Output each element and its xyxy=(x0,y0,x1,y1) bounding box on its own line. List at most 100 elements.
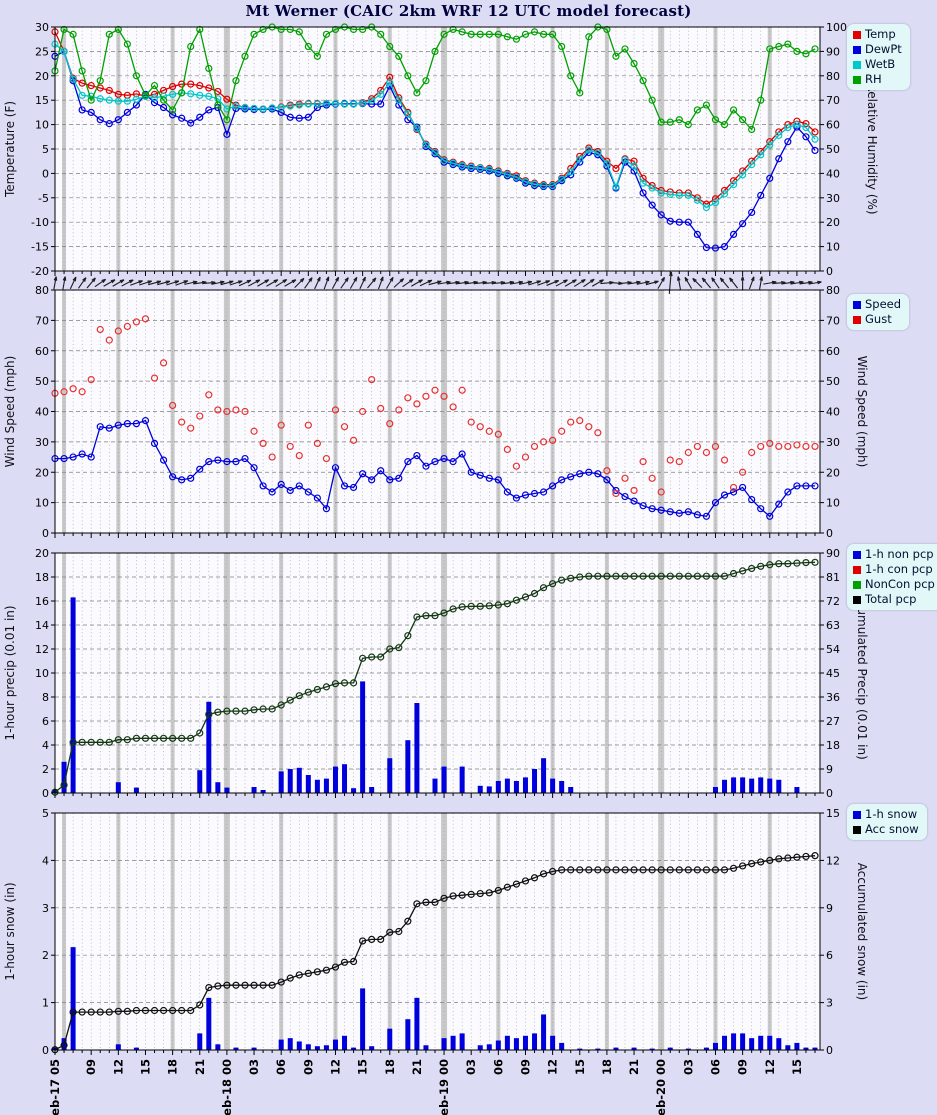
legend-item: RH xyxy=(853,72,902,87)
x-tick-label: 09 xyxy=(301,1059,315,1075)
legend-item: DewPt xyxy=(853,42,902,57)
svg-text:10: 10 xyxy=(826,497,840,510)
legend-swatch-icon xyxy=(853,580,861,589)
svg-text:3: 3 xyxy=(42,902,49,915)
svg-text:18: 18 xyxy=(826,739,840,752)
precip-panel-right-axis-title: Accumulated Precip (0.01 in) xyxy=(855,586,869,760)
svg-text:50: 50 xyxy=(826,143,840,156)
legend-swatch-icon xyxy=(853,30,861,39)
svg-text:90: 90 xyxy=(826,547,840,560)
svg-text:63: 63 xyxy=(826,619,840,632)
svg-text:5: 5 xyxy=(42,807,49,820)
svg-text:9: 9 xyxy=(826,763,833,776)
svg-text:14: 14 xyxy=(35,619,49,632)
legend-label: 1-h snow xyxy=(865,807,918,821)
chart-title: Mt Werner (CAIC 2km WRF 12 UTC model for… xyxy=(245,2,692,20)
x-tick-label: 06 xyxy=(491,1059,505,1075)
x-tick-label: 15 xyxy=(573,1059,587,1075)
svg-text:30: 30 xyxy=(826,436,840,449)
legend-item: Gust xyxy=(853,312,901,327)
svg-text:30: 30 xyxy=(826,192,840,205)
svg-text:0: 0 xyxy=(42,1044,49,1057)
x-tick-label: Feb-18 00 xyxy=(220,1059,234,1115)
svg-text:30: 30 xyxy=(35,436,49,449)
svg-text:-15: -15 xyxy=(31,241,49,254)
legend-swatch-icon xyxy=(853,45,861,54)
legend-swatch-icon xyxy=(853,565,861,574)
legend-item: Acc snow xyxy=(853,822,919,837)
svg-text:-5: -5 xyxy=(38,192,49,205)
svg-text:-10: -10 xyxy=(31,216,49,229)
legend-temperature: Temp DewPt WetB RH xyxy=(847,24,910,90)
svg-text:10: 10 xyxy=(35,667,49,680)
legend-swatch-icon xyxy=(853,595,861,604)
x-tick-label: 18 xyxy=(600,1059,614,1075)
svg-text:4: 4 xyxy=(42,739,49,752)
svg-text:20: 20 xyxy=(35,547,49,560)
legend-swatch-icon xyxy=(853,550,861,559)
x-tick-label: 18 xyxy=(383,1059,397,1075)
temperature-panel-right-axis-title: Relative Humidity (%) xyxy=(865,83,879,214)
svg-text:27: 27 xyxy=(826,715,840,728)
svg-text:0: 0 xyxy=(826,265,833,278)
legend-item: Speed xyxy=(853,297,901,312)
x-tick-label: 18 xyxy=(166,1059,180,1075)
legend-label: NonCon pcp xyxy=(865,577,935,591)
svg-text:0: 0 xyxy=(42,167,49,180)
legend-item: 1-h non pcp xyxy=(853,547,935,562)
x-tick-label: 15 xyxy=(790,1059,804,1075)
svg-text:72: 72 xyxy=(826,595,840,608)
svg-text:70: 70 xyxy=(826,314,840,327)
legend-label: 1-h non pcp xyxy=(865,547,934,561)
svg-text:12: 12 xyxy=(826,854,840,867)
temperature-panel-left-axis-title: Temperature (F) xyxy=(3,101,17,198)
svg-text:70: 70 xyxy=(826,94,840,107)
x-tick-label: 09 xyxy=(518,1059,532,1075)
svg-text:70: 70 xyxy=(35,314,49,327)
x-tick-label: 06 xyxy=(274,1059,288,1075)
x-tick-label: 12 xyxy=(328,1059,342,1075)
legend-item: WetB xyxy=(853,57,902,72)
svg-text:10: 10 xyxy=(35,119,49,132)
svg-text:25: 25 xyxy=(35,45,49,58)
svg-text:40: 40 xyxy=(826,406,840,419)
svg-text:6: 6 xyxy=(42,715,49,728)
svg-text:0: 0 xyxy=(826,1044,833,1057)
svg-text:2: 2 xyxy=(42,949,49,962)
x-tick-label: 12 xyxy=(763,1059,777,1075)
legend-item: 1-h snow xyxy=(853,807,919,822)
svg-text:20: 20 xyxy=(826,466,840,479)
svg-text:0: 0 xyxy=(42,527,49,540)
legend-item: NonCon pcp xyxy=(853,577,935,592)
svg-text:60: 60 xyxy=(826,345,840,358)
legend-swatch-icon xyxy=(853,315,861,324)
legend-label: RH xyxy=(865,72,882,86)
legend-label: Gust xyxy=(865,312,892,326)
legend-swatch-icon xyxy=(853,825,861,834)
svg-text:40: 40 xyxy=(35,406,49,419)
x-tick-label: 21 xyxy=(193,1059,207,1075)
svg-text:54: 54 xyxy=(826,643,840,656)
legend-label: WetB xyxy=(865,57,896,71)
x-tick-label: 06 xyxy=(708,1059,722,1075)
x-tick-label: Feb-20 00 xyxy=(654,1059,668,1115)
x-tick-label: 21 xyxy=(410,1059,424,1075)
legend-item: Temp xyxy=(853,27,902,42)
legend-item: 1-h con pcp xyxy=(853,562,935,577)
x-tick-label: 12 xyxy=(546,1059,560,1075)
wind-panel-left-axis-title: Wind Speed (mph) xyxy=(3,356,17,468)
x-tick-label: Feb-19 00 xyxy=(437,1059,451,1115)
x-tick-label: 03 xyxy=(247,1059,261,1075)
legend-label: Acc snow xyxy=(865,822,919,836)
svg-text:3: 3 xyxy=(826,997,833,1010)
svg-text:90: 90 xyxy=(826,45,840,58)
svg-text:18: 18 xyxy=(35,571,49,584)
legend-swatch-icon xyxy=(853,810,861,819)
svg-text:50: 50 xyxy=(826,375,840,388)
legend-label: DewPt xyxy=(865,42,902,56)
x-tick-label: 09 xyxy=(736,1059,750,1075)
svg-text:9: 9 xyxy=(826,902,833,915)
svg-text:80: 80 xyxy=(826,284,840,297)
x-tick-label: 12 xyxy=(111,1059,125,1075)
